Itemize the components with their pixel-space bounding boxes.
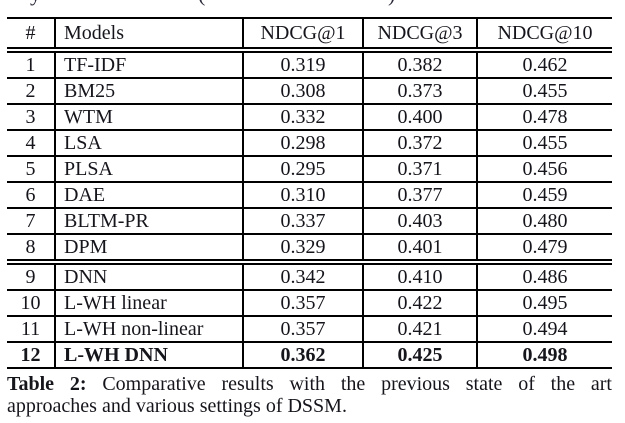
table-caption: Table 2: Comparative results with the pr… — [7, 373, 612, 417]
table-row: 11 L-WH non-linear 0.357 0.421 0.494 — [7, 316, 612, 343]
col-header-ndcg1: NDCG@1 — [242, 18, 363, 53]
ndcg3-cell: 0.371 — [362, 156, 477, 183]
row-number-cell: 9 — [7, 262, 55, 291]
ndcg10-cell: 0.462 — [476, 50, 612, 79]
ndcg1-cell: 0.337 — [242, 208, 363, 235]
ndcg3-cell: 0.422 — [362, 290, 477, 317]
caption-text: Comparative results with the previous st… — [102, 373, 612, 395]
ndcg1-cell: 0.298 — [242, 130, 363, 157]
table-row: 2 BM25 0.308 0.373 0.455 — [7, 78, 612, 105]
cropped-text-fragment: ( — [198, 0, 205, 7]
ndcg1-cell: 0.329 — [242, 234, 363, 265]
ndcg10-cell: 0.456 — [476, 156, 612, 183]
ndcg1-cell: 0.332 — [242, 104, 363, 131]
ndcg1-cell: 0.342 — [242, 262, 363, 291]
row-number-cell: 7 — [7, 208, 55, 235]
ndcg10-cell: 0.494 — [476, 316, 612, 343]
header-row: # Models NDCG@1 NDCG@3 NDCG@10 — [7, 18, 612, 53]
table-row: 9 DNN 0.342 0.410 0.486 — [7, 262, 612, 291]
table-row: 5 PLSA 0.295 0.371 0.456 — [7, 156, 612, 183]
ndcg3-cell: 0.410 — [362, 262, 477, 291]
ndcg3-cell: 0.382 — [362, 50, 477, 79]
results-table: # Models NDCG@1 NDCG@3 NDCG@10 1 TF-IDF … — [7, 17, 612, 369]
model-name-cell: L-WH linear — [54, 290, 243, 317]
ndcg3-cell: 0.372 — [362, 130, 477, 157]
ndcg1-cell: 0.310 — [242, 182, 363, 209]
row-number-cell: 8 — [7, 234, 55, 265]
model-name-cell: WTM — [54, 104, 243, 131]
row-number-cell: 1 — [7, 50, 55, 79]
ndcg3-cell: 0.377 — [362, 182, 477, 209]
ndcg10-cell: 0.495 — [476, 290, 612, 317]
ndcg3-cell: 0.400 — [362, 104, 477, 131]
row-number-cell: 2 — [7, 78, 55, 105]
col-header-ndcg10: NDCG@10 — [476, 18, 612, 53]
table-row: 3 WTM 0.332 0.400 0.478 — [7, 104, 612, 131]
ndcg10-cell: 0.479 — [476, 234, 612, 265]
ndcg3-cell: 0.403 — [362, 208, 477, 235]
ndcg1-cell: 0.319 — [242, 50, 363, 79]
table-row: 4 LSA 0.298 0.372 0.455 — [7, 130, 612, 157]
cropped-text-fragment: y — [30, 0, 41, 7]
ndcg3-cell: 0.401 — [362, 234, 477, 265]
row-number-cell: 3 — [7, 104, 55, 131]
row-number-cell: 5 — [7, 156, 55, 183]
model-name-cell: L-WH DNN — [54, 342, 243, 369]
model-name-cell: DAE — [54, 182, 243, 209]
model-name-cell: L-WH non-linear — [54, 316, 243, 343]
ndcg10-cell: 0.486 — [476, 262, 612, 291]
ndcg10-cell: 0.455 — [476, 78, 612, 105]
ndcg3-cell: 0.425 — [362, 342, 477, 369]
row-number-cell: 12 — [7, 342, 55, 369]
table-body: 1 TF-IDF 0.319 0.382 0.462 2 BM25 0.308 … — [7, 50, 612, 369]
table-row: 1 TF-IDF 0.319 0.382 0.462 — [7, 50, 612, 79]
caption-line-2: approaches and various settings of DSSM. — [7, 395, 347, 417]
table-row: 7 BLTM-PR 0.337 0.403 0.480 — [7, 208, 612, 235]
caption-line-1: Table 2: Comparative results with the pr… — [7, 373, 612, 395]
row-number-cell: 11 — [7, 316, 55, 343]
model-name-cell: DNN — [54, 262, 243, 291]
ndcg1-cell: 0.357 — [242, 316, 363, 343]
model-name-cell: TF-IDF — [54, 50, 243, 79]
ndcg1-cell: 0.295 — [242, 156, 363, 183]
table-row: 8 DPM 0.329 0.401 0.479 — [7, 234, 612, 265]
model-name-cell: BLTM-PR — [54, 208, 243, 235]
col-header-number: # — [7, 18, 55, 53]
cropped-line-above: y ( ) — [0, 0, 625, 12]
col-header-ndcg3: NDCG@3 — [362, 18, 477, 53]
caption-label: Table 2: — [7, 373, 87, 395]
model-name-cell: PLSA — [54, 156, 243, 183]
ndcg10-cell: 0.480 — [476, 208, 612, 235]
row-number-cell: 4 — [7, 130, 55, 157]
ndcg10-cell: 0.455 — [476, 130, 612, 157]
ndcg1-cell: 0.362 — [242, 342, 363, 369]
ndcg3-cell: 0.373 — [362, 78, 477, 105]
row-number-cell: 6 — [7, 182, 55, 209]
col-header-models: Models — [54, 18, 243, 53]
table-row: 10 L-WH linear 0.357 0.422 0.495 — [7, 290, 612, 317]
ndcg1-cell: 0.308 — [242, 78, 363, 105]
row-number-cell: 10 — [7, 290, 55, 317]
model-name-cell: BM25 — [54, 78, 243, 105]
ndcg10-cell: 0.459 — [476, 182, 612, 209]
cropped-text-fragment: ) — [388, 0, 395, 7]
model-name-cell: DPM — [54, 234, 243, 265]
model-name-cell: LSA — [54, 130, 243, 157]
ndcg3-cell: 0.421 — [362, 316, 477, 343]
table-row: 6 DAE 0.310 0.377 0.459 — [7, 182, 612, 209]
ndcg10-cell: 0.478 — [476, 104, 612, 131]
ndcg1-cell: 0.357 — [242, 290, 363, 317]
table-row: 12 L-WH DNN 0.362 0.425 0.498 — [7, 342, 612, 369]
ndcg10-cell: 0.498 — [476, 342, 612, 369]
